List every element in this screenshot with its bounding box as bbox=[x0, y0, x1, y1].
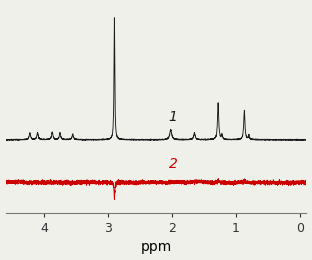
Text: 2: 2 bbox=[169, 157, 178, 171]
Text: 1: 1 bbox=[169, 110, 178, 124]
X-axis label: ppm: ppm bbox=[140, 240, 172, 255]
